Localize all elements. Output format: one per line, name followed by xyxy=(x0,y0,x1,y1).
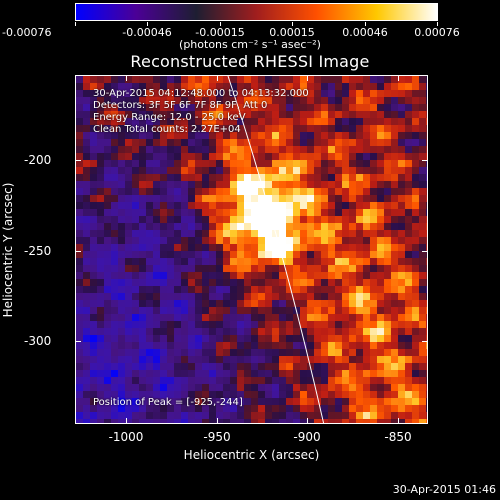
x-tick xyxy=(307,418,308,424)
x-tick xyxy=(126,418,127,424)
detectors-text: Detectors: 3F 5F 6F 7F 8F 9F, Att 0 xyxy=(93,100,268,111)
colorbar-tick-label: 0.00046 xyxy=(342,26,388,39)
colorbar-tick xyxy=(220,22,221,26)
x-tick-top xyxy=(217,75,218,81)
colorbar-tick xyxy=(292,22,293,26)
colorbar-units: (photons cm⁻² s⁻¹ asec⁻²) xyxy=(179,38,321,51)
x-tick xyxy=(217,418,218,424)
y-tick-label: -250 xyxy=(24,244,52,258)
x-tick-top xyxy=(126,75,127,81)
colorbar-tick-label: -0.00015 xyxy=(195,26,245,39)
x-tick-label: -1000 xyxy=(108,430,144,444)
plot-title: Reconstructed RHESSI Image xyxy=(130,52,370,71)
y-tick-right xyxy=(422,341,428,342)
colorbar-tick xyxy=(365,22,366,26)
clean-counts-text: Clean Total counts: 2.27E+04 xyxy=(93,124,241,135)
x-tick-label: -850 xyxy=(384,430,412,444)
x-tick-top xyxy=(398,75,399,81)
colorbar-tick-label: 0.00076 xyxy=(414,26,460,39)
x-tick-label: -900 xyxy=(293,430,321,444)
energy-range-text: Energy Range: 12.0 - 25.0 keV xyxy=(93,112,246,123)
image-canvas xyxy=(76,76,427,423)
y-tick-label: -300 xyxy=(24,334,52,348)
x-tick-top xyxy=(307,75,308,81)
colorbar-tick-label: 0.00015 xyxy=(269,26,315,39)
colorbar-tick-label: -0.00046 xyxy=(122,26,172,39)
image-pixels xyxy=(76,76,427,423)
y-axis-label: Heliocentric Y (arcsec) xyxy=(1,182,15,318)
y-tick xyxy=(75,160,81,161)
colorbar-tick xyxy=(75,22,76,26)
colorbar-tick xyxy=(437,22,438,26)
y-tick-right xyxy=(422,251,428,252)
solar-limb xyxy=(227,76,325,423)
rhessi-image xyxy=(75,75,428,424)
colorbar xyxy=(75,3,438,21)
colorbar-tick-label: -0.00076 xyxy=(2,26,52,39)
y-tick-right xyxy=(422,160,428,161)
x-tick xyxy=(398,418,399,424)
y-tick-label: -200 xyxy=(24,153,52,167)
x-tick-label: -950 xyxy=(203,430,231,444)
peak-position-text: Position of Peak = [-925,-244] xyxy=(93,397,243,408)
y-tick xyxy=(75,251,81,252)
time-range-text: 30-Apr-2015 04:12:48.000 to 04:13:32.000 xyxy=(93,88,309,99)
timestamp: 30-Apr-2015 01:46 xyxy=(392,483,496,496)
colorbar-tick xyxy=(147,22,148,26)
x-axis-label: Heliocentric X (arcsec) xyxy=(183,448,320,462)
y-tick xyxy=(75,341,81,342)
